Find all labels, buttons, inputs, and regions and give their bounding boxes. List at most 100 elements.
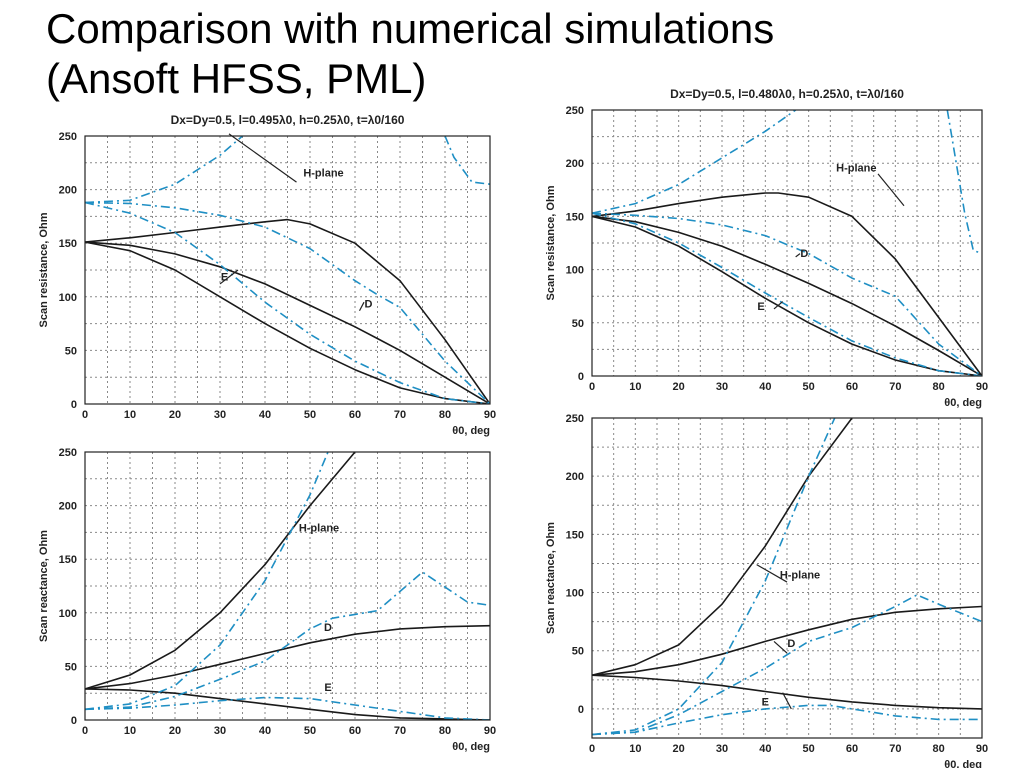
y-axis-label: Scan resistance, Ohm [38, 212, 50, 327]
x-tick-label: 70 [394, 409, 406, 421]
x-tick-label: 10 [124, 409, 136, 421]
slide-title-line2: (Ansoft HFSS, PML) [46, 55, 427, 102]
series-line-simulation [444, 136, 490, 185]
y-tick-label: 0 [578, 704, 584, 716]
y-tick-label: 0 [578, 371, 584, 383]
x-tick-label: 40 [259, 409, 271, 421]
x-tick-label: 70 [889, 743, 901, 755]
chart-resistance-right: Dx=Dy=0.5, l=0.480λ0, h=0.25λ0, t=λ0/160… [545, 87, 988, 409]
plot-frame [591, 109, 983, 377]
y-tick-label: 0 [71, 399, 77, 411]
y-tick-label: 0 [71, 715, 77, 727]
y-tick-label: 150 [59, 554, 77, 566]
series-line-e [85, 688, 490, 720]
x-tick-label: 60 [349, 725, 361, 737]
chart-title: Dx=Dy=0.5, l=0.480λ0, h=0.25λ0, t=λ0/160 [670, 87, 904, 101]
series-line-simulation [85, 136, 244, 204]
x-tick-label: 50 [304, 725, 316, 737]
curve-annotation: H-plane [780, 570, 820, 582]
x-tick-label: 30 [716, 381, 728, 393]
x-tick-label: 40 [759, 381, 771, 393]
x-tick-label: 40 [259, 725, 271, 737]
curve-annotation: E [221, 272, 228, 284]
y-tick-label: 50 [572, 318, 584, 330]
series-line-simulation [85, 452, 329, 711]
y-tick-label: 100 [59, 292, 77, 304]
series-group [85, 452, 490, 720]
y-tick-label: 100 [566, 265, 584, 277]
y-tick-label: 250 [59, 131, 77, 143]
series-line-simulation [592, 212, 982, 376]
x-tick-label: 40 [759, 743, 771, 755]
x-tick-label: 80 [933, 743, 945, 755]
x-tick-label: 10 [124, 725, 136, 737]
x-tick-label: 10 [629, 743, 641, 755]
curve-annotation: D [787, 638, 795, 650]
y-axis-label: Scan reactance, Ohm [545, 522, 557, 634]
x-tick-label: 20 [673, 381, 685, 393]
y-tick-label: 150 [59, 238, 77, 250]
curve-annotation: E [757, 301, 764, 313]
y-tick-label: 150 [566, 529, 584, 541]
series-line-h-plane [85, 218, 490, 404]
x-tick-label: 20 [169, 725, 181, 737]
x-tick-label: 30 [214, 725, 226, 737]
series-line-simulation [592, 594, 982, 736]
x-tick-label: 80 [439, 725, 451, 737]
annotation-leader [773, 301, 784, 310]
x-axis-label: θ0, deg [452, 741, 490, 753]
y-tick-label: 250 [566, 413, 584, 425]
series-line-simulation [592, 212, 982, 376]
x-tick-label: 50 [304, 409, 316, 421]
annotation-leader [756, 564, 788, 583]
y-tick-label: 200 [566, 158, 584, 170]
x-tick-label: 10 [629, 381, 641, 393]
series-line-d [592, 215, 982, 376]
series-line-simulation [592, 110, 797, 214]
annotation-leader [773, 640, 788, 654]
plot-frame [84, 135, 491, 405]
y-tick-label: 100 [566, 588, 584, 600]
x-tick-label: 70 [889, 381, 901, 393]
annotation-leader [795, 253, 801, 258]
series-line-e [592, 674, 982, 710]
chart-reactance-right: 0 10 20 30 40 50 60 70 80 90 0 50 100 150 200 250 θ0, de… [545, 413, 988, 768]
y-tick-label: 200 [59, 185, 77, 197]
y-axis-label: Scan resistance, Ohm [545, 185, 557, 300]
x-tick-label: 0 [82, 409, 88, 421]
x-tick-label: 70 [394, 725, 406, 737]
annotation-leader [877, 173, 905, 207]
x-tick-label: 20 [169, 409, 181, 421]
slide-title: Comparison with numerical simulations (A… [46, 4, 774, 104]
series-line-simulation [85, 201, 490, 404]
curve-annotation: D [800, 248, 808, 260]
series-line-e [85, 241, 490, 404]
x-tick-label: 20 [673, 743, 685, 755]
curve-annotation: D [365, 299, 373, 311]
series-group [592, 110, 982, 376]
y-tick-label: 200 [59, 501, 77, 513]
annotation-leader [358, 301, 365, 312]
series-line-e [592, 215, 982, 376]
x-tick-label: 50 [803, 743, 815, 755]
y-tick-label: 200 [566, 471, 584, 483]
series-line-h-plane [592, 192, 982, 376]
series-line-h-plane [592, 418, 853, 676]
x-tick-label: 0 [589, 743, 595, 755]
y-tick-label: 250 [566, 105, 584, 117]
y-axis-label: Scan reactance, Ohm [38, 530, 50, 642]
curve-annotation: H-plane [836, 163, 876, 175]
x-tick-label: 80 [439, 409, 451, 421]
annotation-leader [782, 692, 792, 710]
x-tick-label: 90 [484, 409, 496, 421]
y-tick-label: 250 [59, 447, 77, 459]
x-tick-label: 80 [933, 381, 945, 393]
x-tick-label: 30 [716, 743, 728, 755]
y-tick-label: 50 [65, 345, 77, 357]
y-tick-label: 50 [572, 646, 584, 658]
annotation-leader [228, 133, 297, 183]
x-axis-label: θ0, deg [944, 397, 982, 409]
x-tick-label: 30 [214, 409, 226, 421]
x-tick-label: 90 [976, 381, 988, 393]
curve-annotation: H-plane [303, 168, 343, 180]
